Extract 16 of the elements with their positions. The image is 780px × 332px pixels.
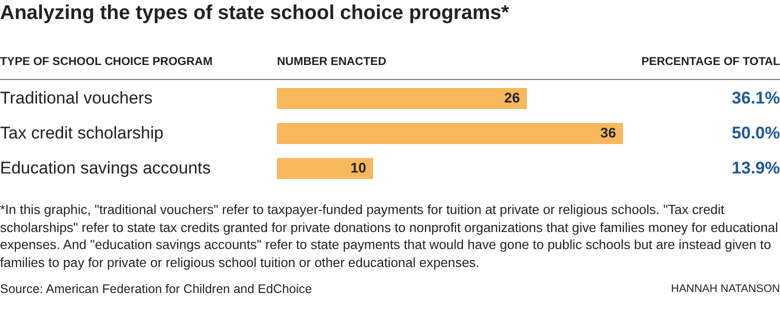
y-tick-label: Education savings accounts [0,158,211,178]
chart-title: Analyzing the types of state school choice programs* [0,2,510,25]
y-tick-label: Traditional vouchers [0,88,152,108]
text: 50.0% [732,124,780,142]
data-label: 10 [350,160,366,176]
source-note: Source: American Federation for Children and EdChoice [0,282,312,296]
text: 36.1% [732,88,780,108]
y-tick-label: Tax credit scholarship [0,124,164,142]
x-axis-title: NUMBER ENACTED [277,56,386,68]
data-label: 36 [600,124,616,140]
text: *In this graphic, "traditional vouchers" refer to taxpayer-funded payments for tuition at private or religious schools. "Tax credit scholarships" refer to state tax credits granted for private donations to nonprofit organizations that give families money for educational expenses. And "education savings accounts" refer to state payments that would have gone to public schools but are instead given to families to pay for private or religious school tuition or other educational expenses. [0,201,780,271]
y-axis-title: TYPE OF SCHOOL CHOICE PROGRAM [0,56,213,68]
data-label: 26 [504,90,520,106]
text: 13.9% [732,158,780,178]
text: HANNAH NATANSON [671,283,780,295]
text: PERCENTAGE OF TOTAL [641,56,780,68]
